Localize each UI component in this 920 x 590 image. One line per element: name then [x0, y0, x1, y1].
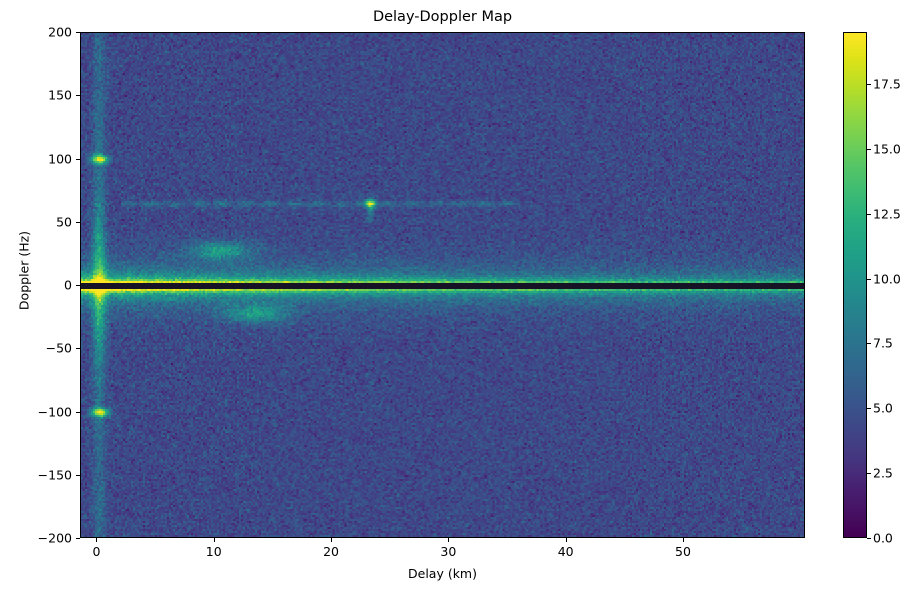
colorbar-tick-mark: [867, 278, 871, 280]
y-tick-mark: [76, 474, 80, 476]
colorbar-tick-mark: [867, 343, 871, 345]
y-tick-mark: [76, 95, 80, 97]
colorbar-tick-label: 0.0: [873, 530, 893, 546]
colorbar-tick-mark: [867, 538, 871, 539]
colorbar-tick-mark: [867, 148, 871, 150]
y-tick-mark: [76, 411, 80, 413]
y-tick-label: −100: [37, 404, 72, 419]
x-tick-label: 30: [440, 544, 457, 559]
x-tick-label: 10: [205, 544, 222, 559]
colorbar-tick-mark: [867, 408, 871, 410]
x-tick-mark: [331, 538, 333, 542]
colorbar-tick-mark: [867, 213, 871, 215]
y-tick-label: −50: [45, 340, 72, 356]
page-title: Delay-Doppler Map: [372, 9, 513, 25]
colorbar-tick-mark: [867, 83, 871, 85]
colorbar-tick-label: 10.0: [873, 271, 901, 286]
y-tick-mark: [76, 348, 80, 350]
colorbar-tick-label: 12.5: [873, 206, 901, 222]
y-tick-mark: [76, 32, 80, 33]
x-tick-label: 40: [557, 544, 574, 559]
y-tick-label: 100: [48, 151, 72, 166]
x-tick-mark: [565, 538, 567, 542]
colorbar-tick-label: 15.0: [873, 141, 901, 157]
colorbar-tick-label: 5.0: [873, 400, 893, 416]
y-tick-label: 150: [48, 87, 72, 103]
y-tick-mark: [76, 158, 80, 160]
x-tick-mark: [213, 538, 215, 542]
x-tick-label: 20: [323, 544, 339, 559]
y-tick-label: 0: [64, 277, 72, 293]
x-tick-mark: [682, 538, 684, 542]
x-tick-mark: [448, 538, 450, 542]
colorbar-tick-label: 2.5: [873, 465, 893, 481]
delay-doppler-heatmap: [81, 33, 804, 537]
x-tick-label: 0: [92, 544, 101, 559]
x-tick-label: 50: [675, 544, 691, 559]
colorbar-tick-mark: [867, 473, 871, 475]
y-tick-label: −200: [37, 530, 72, 546]
y-tick-mark: [76, 538, 80, 539]
y-tick-label: −150: [37, 467, 72, 483]
y-axis-label: Doppler (Hz): [16, 230, 32, 311]
colorbar-tick-label: 7.5: [873, 335, 893, 351]
y-tick-label: 200: [48, 24, 72, 40]
colorbar-gradient: [844, 33, 866, 537]
y-tick-label: 50: [56, 214, 72, 230]
heatmap-axes: [80, 32, 805, 538]
colorbar: [843, 32, 867, 538]
y-tick-mark: [76, 285, 80, 286]
y-tick-mark: [76, 221, 80, 223]
colorbar-tick-label: 17.5: [873, 76, 901, 92]
x-axis-label: Delay (km): [408, 566, 477, 581]
x-tick-mark: [96, 538, 98, 542]
